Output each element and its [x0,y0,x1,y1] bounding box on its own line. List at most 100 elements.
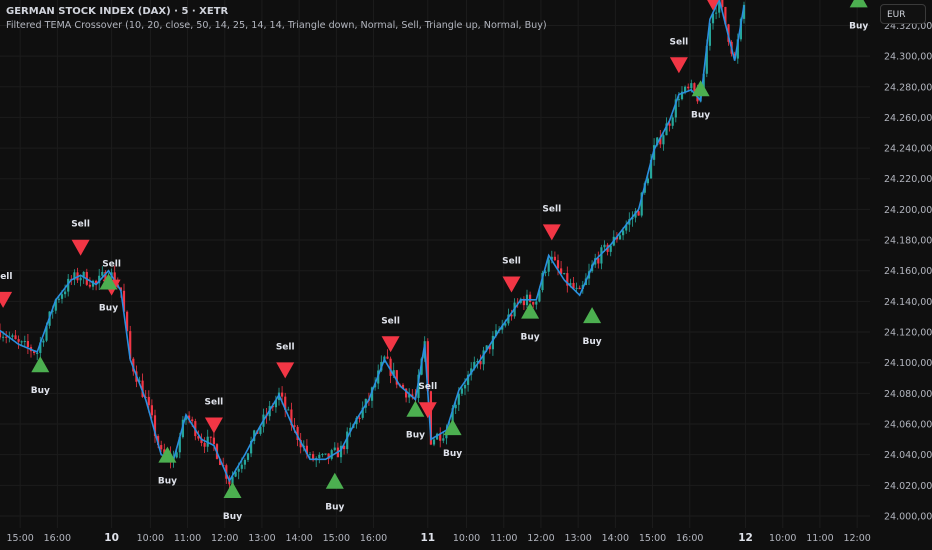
time-tick-label: 10:00 [769,533,796,544]
candle-body [640,192,643,216]
candle-body [684,86,687,92]
candle-body [597,258,600,264]
time-tick-label: 14:00 [285,533,312,544]
candle-body [659,137,662,145]
time-tick-label: 15:00 [6,533,33,544]
candle-body [175,452,178,458]
candle-body [550,256,553,260]
candle-body [122,290,126,312]
candle-body [442,438,445,441]
candle-body [395,370,398,385]
candle-body [479,361,482,365]
sell-triangle-icon [502,276,521,293]
candle-body [26,341,29,348]
candle-body [656,137,659,146]
price-axis-bg [870,0,932,550]
sell-triangle-icon [669,57,688,74]
price-axis[interactable]: 24.000,00 24.020,00 24.040,00 24.060,00 24.0… [870,0,932,550]
buy-label: Buy [849,21,868,31]
candle-body [209,436,212,438]
candle-body [631,217,634,220]
candle-body [705,45,708,74]
sell-label: Sell [102,260,121,270]
candle-body [246,453,250,460]
price-tick-label: 24.140,00 [884,297,932,308]
candle-body [51,310,54,312]
candle-body [305,445,308,455]
buy-triangle-icon [521,302,540,319]
candle-body [677,99,680,101]
buy-triangle-icon [691,80,710,97]
grid [0,0,870,528]
candle-body [11,335,14,337]
time-tick-label: 12 [738,532,753,544]
candle-body [281,392,284,397]
candle-body [88,284,91,287]
price-tick-label: 24.120,00 [884,328,932,339]
candle-body [60,294,64,299]
candle-body [544,271,547,273]
candle-body [237,468,240,472]
candle-body [739,18,742,40]
sell-label: Sell [205,398,224,408]
candle-body [718,0,721,13]
price-tick-label: 24.080,00 [884,389,932,400]
candle-body [600,247,603,264]
candle-body [101,271,104,276]
buy-label: Buy [583,337,602,347]
candle-body [188,415,191,420]
indicator-legend[interactable]: Filtered TEMA Crossover (10, 20, close, … [6,20,547,31]
price-tick-label: 24.260,00 [884,113,932,124]
candle-body [324,453,327,455]
candle-body [569,282,572,286]
candle-body [510,314,513,317]
candle-body [129,331,132,359]
candle-body [132,358,135,372]
candle-body [563,273,566,275]
candle-body [147,396,150,406]
sell-triangle-icon [381,336,400,353]
candle-body [724,6,727,25]
sell-triangle-icon [71,239,90,256]
candle-body [392,370,395,376]
candle-body [680,91,684,100]
buy-triangle-icon [99,273,118,290]
candle-body [33,351,36,354]
candle-body [702,73,705,94]
time-tick-label: 15:00 [323,533,350,544]
time-tick-label: 11:00 [806,533,833,544]
candle-body [386,356,389,359]
candle-body [333,447,336,451]
candle-body [476,361,479,363]
candle-body [284,396,287,410]
buy-triangle-icon [443,419,462,436]
candle-body [250,441,253,454]
candle-body [460,388,463,394]
candle-body [572,282,575,289]
candle-body [243,459,246,465]
candle-body [507,314,510,324]
time-tick-label: 12:00 [527,533,554,544]
candle-body [454,404,457,409]
price-tick-label: 24.320,00 [884,21,932,32]
time-axis[interactable]: 15:00 16:00 10 10:00 11:00 12:00 13:00 14:00 15:… [6,532,870,544]
candle-body [504,323,507,326]
time-tick-label: 13:00 [248,533,275,544]
currency-button[interactable]: EUR [880,4,926,24]
candle-body [541,272,544,291]
candle-body [95,280,98,284]
candle-body [160,445,163,450]
candle-body [293,425,296,427]
sell-triangle-icon [542,224,561,241]
candle-body [57,298,60,300]
candle-body [411,394,414,397]
candle-body [5,336,8,338]
sell-triangle-icon [204,417,223,434]
candle-body [473,361,476,369]
candle-body [138,380,141,382]
candle-body [618,235,622,240]
time-tick-label: 14:00 [602,533,629,544]
candle-body [708,23,711,46]
time-tick-label: 10 [104,532,119,544]
